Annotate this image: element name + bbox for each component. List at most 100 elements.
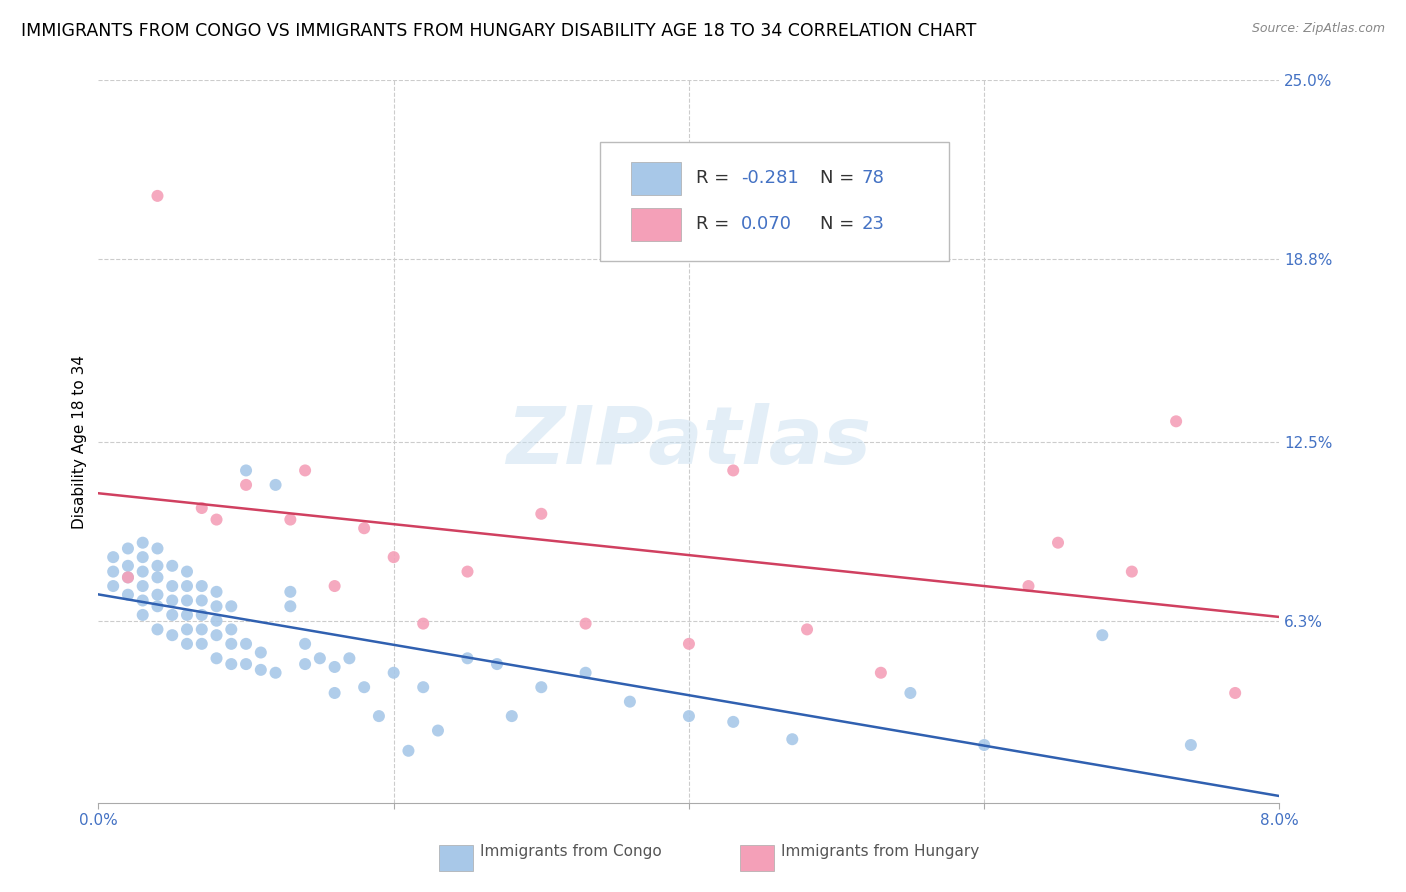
Point <box>146 541 169 556</box>
Text: Immigrants from Congo: Immigrants from Congo <box>479 845 662 859</box>
Point <box>146 588 169 602</box>
Point <box>353 521 375 535</box>
Text: N =: N = <box>820 169 860 187</box>
Point <box>353 680 375 694</box>
Point <box>723 463 745 477</box>
Point <box>280 599 302 614</box>
Point <box>221 623 243 637</box>
Point <box>1018 579 1040 593</box>
Point <box>146 623 169 637</box>
Text: Immigrants from Hungary: Immigrants from Hungary <box>782 845 980 859</box>
Text: R =: R = <box>696 215 735 234</box>
Text: ZIPatlas: ZIPatlas <box>506 402 872 481</box>
Point <box>323 579 346 593</box>
Point <box>132 607 155 622</box>
Point <box>973 738 995 752</box>
FancyBboxPatch shape <box>600 142 949 260</box>
Point <box>1180 738 1202 752</box>
Point <box>146 189 169 203</box>
Point <box>221 599 243 614</box>
Point <box>250 646 273 660</box>
Point <box>146 570 169 584</box>
Point <box>191 607 214 622</box>
Point <box>294 657 316 671</box>
Point <box>501 709 523 723</box>
Point <box>412 616 434 631</box>
Point <box>294 637 316 651</box>
Point <box>575 616 598 631</box>
Point <box>575 665 598 680</box>
Point <box>176 607 198 622</box>
Point <box>205 614 228 628</box>
Point <box>323 660 346 674</box>
Point <box>205 628 228 642</box>
Point <box>723 714 745 729</box>
Point <box>117 541 139 556</box>
Point <box>221 657 243 671</box>
Point <box>176 623 198 637</box>
Point <box>870 665 893 680</box>
Point <box>796 623 818 637</box>
Point <box>103 550 125 565</box>
Point <box>221 637 243 651</box>
Point <box>280 512 302 526</box>
Y-axis label: Disability Age 18 to 34: Disability Age 18 to 34 <box>72 354 87 529</box>
FancyBboxPatch shape <box>631 161 681 194</box>
Point <box>235 478 257 492</box>
Point <box>132 593 155 607</box>
Point <box>264 478 287 492</box>
Point <box>176 637 198 651</box>
Point <box>619 695 641 709</box>
Text: N =: N = <box>820 215 860 234</box>
Point <box>132 565 155 579</box>
Text: 23: 23 <box>862 215 884 234</box>
Point <box>323 686 346 700</box>
Point <box>205 651 228 665</box>
Point <box>1091 628 1114 642</box>
Point <box>176 565 198 579</box>
Point <box>1121 565 1143 579</box>
Point <box>235 463 257 477</box>
Point <box>486 657 509 671</box>
Point <box>132 535 155 549</box>
Point <box>191 593 214 607</box>
Text: 0.070: 0.070 <box>741 215 792 234</box>
Point <box>191 623 214 637</box>
Point <box>235 657 257 671</box>
Point <box>339 651 361 665</box>
Point <box>103 565 125 579</box>
Point <box>280 584 302 599</box>
Point <box>1166 414 1188 428</box>
Point <box>264 665 287 680</box>
Text: R =: R = <box>696 169 735 187</box>
Point <box>205 512 228 526</box>
Point <box>250 663 273 677</box>
Point <box>782 732 804 747</box>
Point <box>457 651 479 665</box>
Point <box>162 579 183 593</box>
Point <box>530 680 553 694</box>
FancyBboxPatch shape <box>740 845 773 871</box>
Point <box>1046 535 1070 549</box>
Point <box>162 593 183 607</box>
Point <box>132 550 155 565</box>
Point <box>191 579 214 593</box>
Point <box>132 579 155 593</box>
Point <box>117 588 139 602</box>
Point <box>176 579 198 593</box>
Point <box>117 570 139 584</box>
Point <box>368 709 391 723</box>
Point <box>205 599 228 614</box>
Point <box>205 584 228 599</box>
Point <box>309 651 332 665</box>
Point <box>900 686 922 700</box>
Point <box>162 607 183 622</box>
Point <box>412 680 434 694</box>
FancyBboxPatch shape <box>631 208 681 241</box>
Point <box>678 709 700 723</box>
Point <box>1225 686 1247 700</box>
Point <box>678 637 700 651</box>
Point <box>191 637 214 651</box>
Point <box>457 565 479 579</box>
Text: Source: ZipAtlas.com: Source: ZipAtlas.com <box>1251 22 1385 36</box>
